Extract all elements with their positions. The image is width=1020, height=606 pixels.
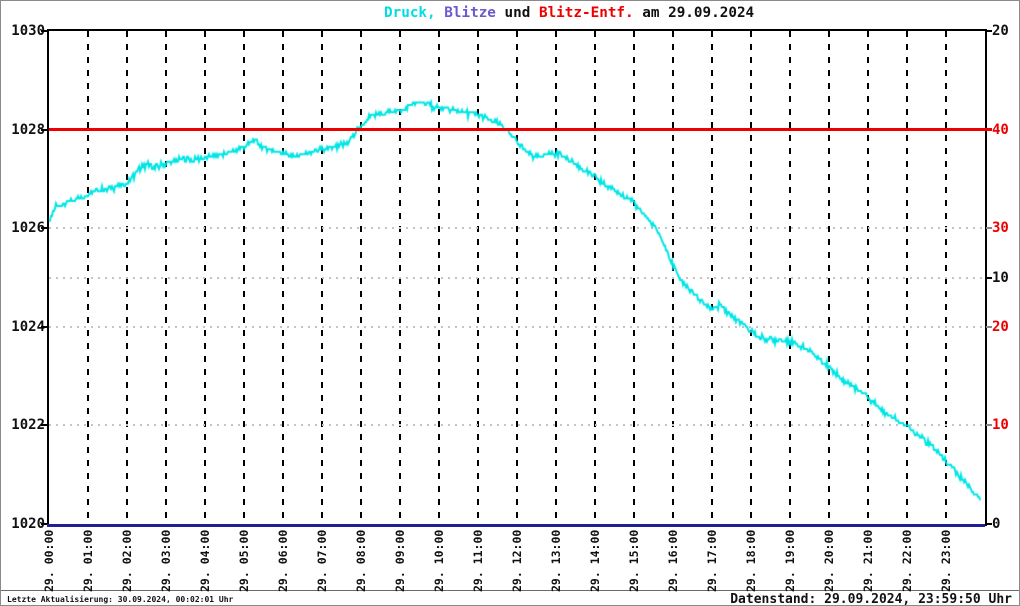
blitz-entf-line xyxy=(49,128,992,132)
blitze-line xyxy=(47,523,985,527)
